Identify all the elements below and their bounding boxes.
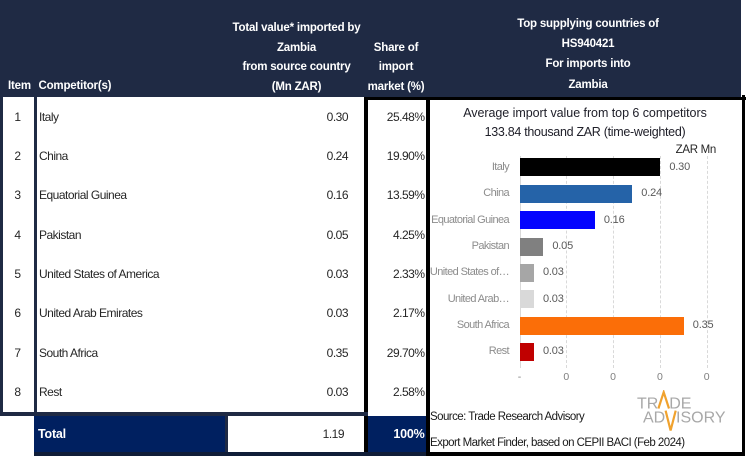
svg-text:DE: DE — [669, 396, 691, 413]
svg-text:ISORY: ISORY — [676, 410, 726, 427]
svg-text:AD: AD — [643, 410, 665, 427]
svg-text:TR: TR — [637, 396, 658, 413]
